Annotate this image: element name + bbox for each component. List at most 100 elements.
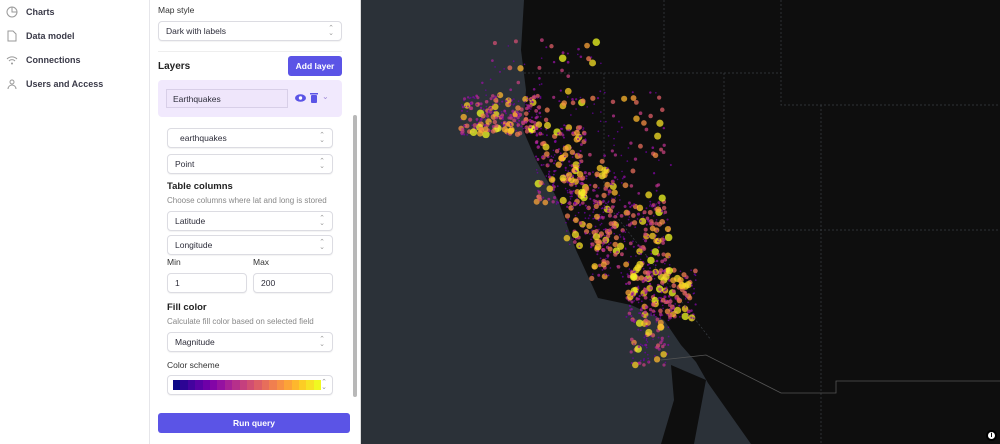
earthquake-point [669,163,672,167]
trash-icon[interactable] [310,92,318,103]
earthquake-point [621,177,624,180]
earthquake-point [520,125,523,128]
earthquake-point [541,155,544,159]
earthquake-point [570,195,573,198]
earthquake-point [584,195,587,198]
earthquake-point [564,87,572,95]
earthquake-point [498,103,501,105]
earthquake-point [694,303,697,306]
earthquake-point [648,222,653,226]
eye-icon[interactable] [295,93,306,103]
earthquake-point [633,203,636,206]
earthquake-point [589,233,591,235]
earthquake-point [693,287,695,290]
earthquake-point [642,238,645,241]
earthquake-point [535,113,538,116]
earthquake-point [570,176,573,179]
earthquake-point [561,51,565,55]
earthquake-point [487,110,490,112]
earthquake-point [543,121,551,129]
earthquake-point [653,355,656,357]
earthquake-point [655,206,662,213]
earthquake-point [509,113,513,117]
earthquake-point [575,108,577,110]
geometry-select[interactable]: Point ⌃ ⌄ [167,154,333,174]
earthquake-point [621,95,628,102]
earthquake-point [574,129,580,136]
chevron-down-icon[interactable]: ⌄ [322,92,329,101]
earthquake-point [638,251,640,254]
earthquake-point [552,60,556,64]
earthquake-point [623,175,626,179]
earthquake-point [624,247,627,250]
earthquake-point [669,317,672,320]
earthquake-point [645,324,648,328]
earthquake-point [660,339,664,342]
latitude-select[interactable]: Latitude ⌃ ⌄ [167,211,333,231]
run-query-button[interactable]: Run query [158,413,350,433]
earthquake-point [593,217,596,219]
add-layer-button[interactable]: Add layer [288,56,342,76]
earthquake-point [539,131,542,134]
sidebar-item-charts[interactable]: Charts [0,0,149,24]
min-input[interactable]: 1 [167,273,247,293]
map-canvas[interactable]: i [361,0,1000,444]
min-label: Min [167,257,181,267]
color-swatch [306,380,314,390]
earthquake-point [490,114,497,120]
dataset-select[interactable]: earthquakes ⌃ ⌄ [167,128,333,148]
earthquake-point [637,289,639,292]
layer-name-input[interactable]: Earthquakes [166,89,288,108]
earthquake-point [464,105,467,108]
color-swatch [298,380,307,390]
map-svg[interactable] [361,0,1000,444]
earthquake-point [463,124,466,127]
earthquake-point [566,96,569,98]
fill-field-value: Magnitude [175,337,215,347]
color-scheme-select[interactable]: ⌃ ⌄ [167,375,333,395]
earthquake-point [655,91,657,94]
scrollbar-thumb[interactable] [353,115,357,397]
sidebar-item-data-model[interactable]: Data model [0,24,149,48]
info-icon[interactable]: i [986,430,997,441]
earthquake-point [566,60,570,64]
earthquake-point [619,236,622,238]
map-style-select[interactable]: Dark with labels ⌃ ⌄ [158,21,342,41]
earthquake-point [635,255,637,257]
earthquake-point [578,163,580,166]
earthquake-point [508,98,510,100]
earthquake-point [566,189,569,192]
sidebar-item-connections[interactable]: Connections [0,48,149,72]
longitude-select[interactable]: Longitude ⌃ ⌄ [167,235,333,255]
earthquake-point [571,156,574,158]
earthquake-point [661,150,666,155]
earthquake-point [529,132,532,135]
earthquake-point [664,225,672,233]
earthquake-point [639,217,647,225]
earthquake-point [493,97,495,100]
earthquake-point [563,234,571,242]
earthquake-point [649,203,652,206]
earthquake-point [601,269,604,271]
earthquake-point [627,314,630,316]
earthquake-point [582,128,584,131]
earthquake-point [628,216,631,218]
max-input[interactable]: 200 [253,273,333,293]
earthquake-point [492,112,495,115]
earthquake-point [512,118,517,123]
earthquake-point [561,133,565,137]
earthquake-point [554,149,560,154]
earthquake-point [550,155,553,158]
fill-field-select[interactable]: Magnitude ⌃ ⌄ [167,332,333,352]
earthquake-point [644,127,649,132]
earthquake-point [607,274,610,277]
earthquake-point [655,317,660,322]
earthquake-point [660,291,663,294]
earthquake-point [629,337,634,342]
sidebar-item-users-and-access[interactable]: Users and Access [0,72,149,96]
earthquake-point [549,158,554,163]
earthquake-point [562,136,565,139]
earthquake-point [583,211,586,214]
earthquake-point [575,98,578,101]
earthquake-point [571,192,574,195]
